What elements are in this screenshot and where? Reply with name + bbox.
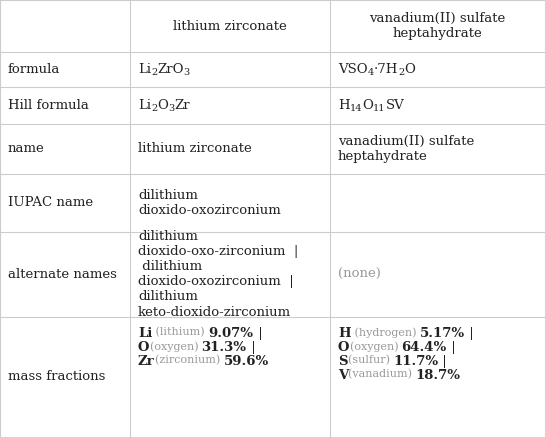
- Text: lithium zirconate: lithium zirconate: [173, 20, 287, 32]
- Text: lithium zirconate: lithium zirconate: [138, 142, 252, 156]
- Text: alternate names: alternate names: [8, 268, 117, 281]
- Text: 3: 3: [184, 68, 190, 77]
- Text: formula: formula: [8, 63, 60, 76]
- Text: vanadium(II) sulfate
heptahydrate: vanadium(II) sulfate heptahydrate: [370, 12, 506, 40]
- Text: (hydrogen): (hydrogen): [350, 327, 420, 337]
- Text: (oxygen): (oxygen): [149, 341, 202, 351]
- Text: Li: Li: [138, 99, 151, 112]
- Text: |: |: [465, 327, 478, 340]
- Text: 9.07%: 9.07%: [209, 327, 253, 340]
- Text: H: H: [338, 99, 350, 112]
- Text: O: O: [404, 63, 415, 76]
- Text: (zirconium): (zirconium): [155, 355, 223, 365]
- Text: SV: SV: [385, 99, 404, 112]
- Text: Zr: Zr: [138, 355, 155, 368]
- Text: IUPAC name: IUPAC name: [8, 197, 93, 209]
- Text: S: S: [338, 355, 348, 368]
- Text: 5.17%: 5.17%: [420, 327, 465, 340]
- Text: O: O: [362, 99, 373, 112]
- Text: Hill formula: Hill formula: [8, 99, 89, 112]
- Text: |: |: [438, 355, 451, 368]
- Text: |: |: [253, 327, 267, 340]
- Text: ·7H: ·7H: [374, 63, 398, 76]
- Text: |: |: [247, 341, 259, 354]
- Text: Li: Li: [138, 327, 153, 340]
- Text: |: |: [447, 341, 460, 354]
- Text: 2: 2: [398, 68, 404, 77]
- Text: 14: 14: [350, 104, 362, 113]
- Text: 64.4%: 64.4%: [402, 341, 447, 354]
- Text: 3: 3: [168, 104, 174, 113]
- Text: Zr: Zr: [174, 99, 190, 112]
- Text: (oxygen): (oxygen): [349, 341, 402, 351]
- Text: V: V: [338, 369, 348, 382]
- Text: (lithium): (lithium): [153, 327, 209, 337]
- Text: ZrO: ZrO: [158, 63, 184, 76]
- Text: (vanadium): (vanadium): [348, 369, 416, 379]
- Text: dilithium
dioxido-oxo-zirconium  |
 dilithium
dioxido-oxozirconium  |
dilithium
: dilithium dioxido-oxo-zirconium | dilith…: [138, 230, 298, 319]
- Text: dilithium
dioxido-oxozirconium: dilithium dioxido-oxozirconium: [138, 189, 281, 217]
- Text: Li: Li: [138, 63, 151, 76]
- Text: mass fractions: mass fractions: [8, 371, 105, 384]
- Text: 2: 2: [151, 68, 158, 77]
- Text: (none): (none): [338, 268, 381, 281]
- Text: O: O: [158, 99, 168, 112]
- Text: 18.7%: 18.7%: [416, 369, 461, 382]
- Text: name: name: [8, 142, 45, 156]
- Text: VSO: VSO: [338, 63, 368, 76]
- Text: O: O: [138, 341, 149, 354]
- Text: 59.6%: 59.6%: [223, 355, 269, 368]
- Text: 11.7%: 11.7%: [393, 355, 438, 368]
- Text: (sulfur): (sulfur): [348, 355, 393, 365]
- Text: 2: 2: [151, 104, 158, 113]
- Text: 4: 4: [368, 68, 374, 77]
- Text: vanadium(II) sulfate
heptahydrate: vanadium(II) sulfate heptahydrate: [338, 135, 474, 163]
- Text: 11: 11: [373, 104, 385, 113]
- Text: O: O: [338, 341, 349, 354]
- Text: 31.3%: 31.3%: [202, 341, 247, 354]
- Text: H: H: [338, 327, 350, 340]
